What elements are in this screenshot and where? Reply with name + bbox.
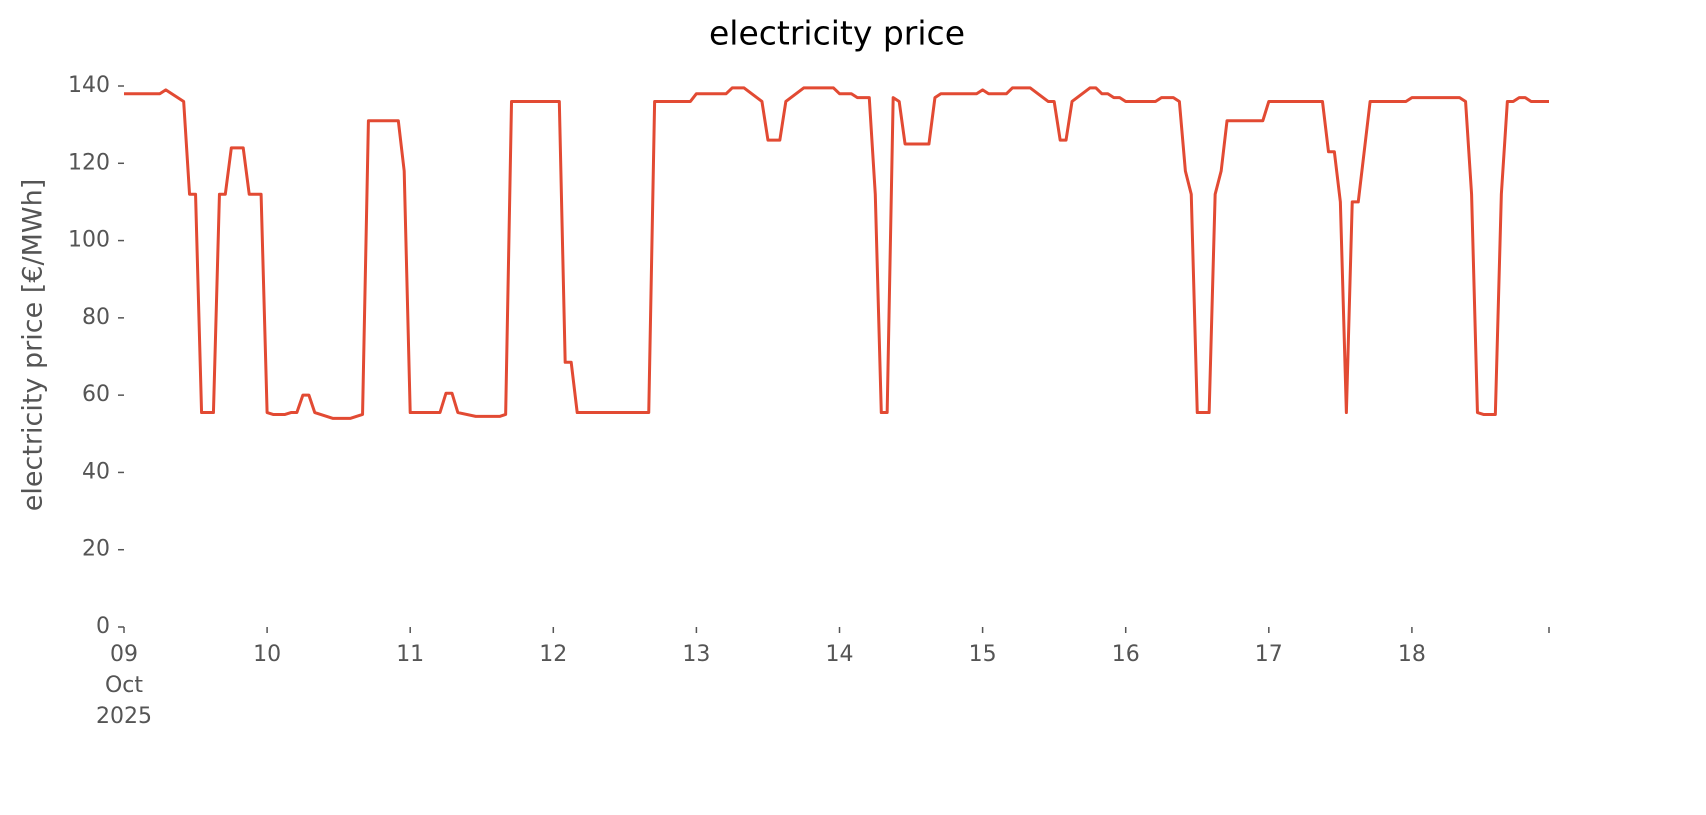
x-tick-label: 18 xyxy=(1398,642,1426,667)
y-tick-label: 40 xyxy=(82,459,110,484)
y-tick-label: 140 xyxy=(68,73,110,98)
y-axis-label: electricity price [€/MWh] xyxy=(18,179,49,511)
chart-title: electricity price xyxy=(709,14,965,53)
y-tick-label: 60 xyxy=(82,382,110,407)
x-tick-label: 13 xyxy=(682,642,710,667)
price-line xyxy=(124,86,1549,420)
y-tick-label: 120 xyxy=(68,150,110,175)
x-tick-label: 16 xyxy=(1112,642,1140,667)
x-tick-label: 12 xyxy=(539,642,567,667)
y-tick-label: 80 xyxy=(82,305,110,330)
y-tick-label: 100 xyxy=(68,228,110,253)
x-tick-label: 09 Oct 2025 xyxy=(96,642,152,729)
x-tick-label: 17 xyxy=(1255,642,1283,667)
x-tick-label: 11 xyxy=(396,642,424,667)
x-tick-label: 10 xyxy=(253,642,281,667)
x-tick-label: 14 xyxy=(826,642,854,667)
y-tick-label: 0 xyxy=(96,614,110,639)
x-tick-label: 15 xyxy=(969,642,997,667)
y-tick-label: 20 xyxy=(82,537,110,562)
